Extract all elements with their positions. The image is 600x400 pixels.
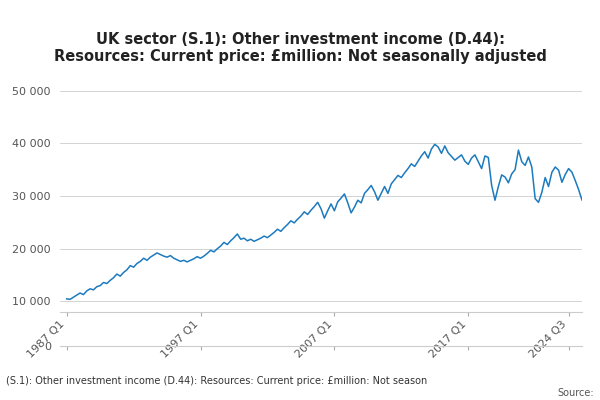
Text: (S.1): Other investment income (D.44): Resources: Current price: £million: Not s: (S.1): Other investment income (D.44): R… (6, 376, 427, 386)
Text: UK sector (S.1): Other investment income (D.44):
Resources: Current price: £mill: UK sector (S.1): Other investment income… (53, 32, 547, 64)
Text: Source:: Source: (557, 388, 594, 398)
